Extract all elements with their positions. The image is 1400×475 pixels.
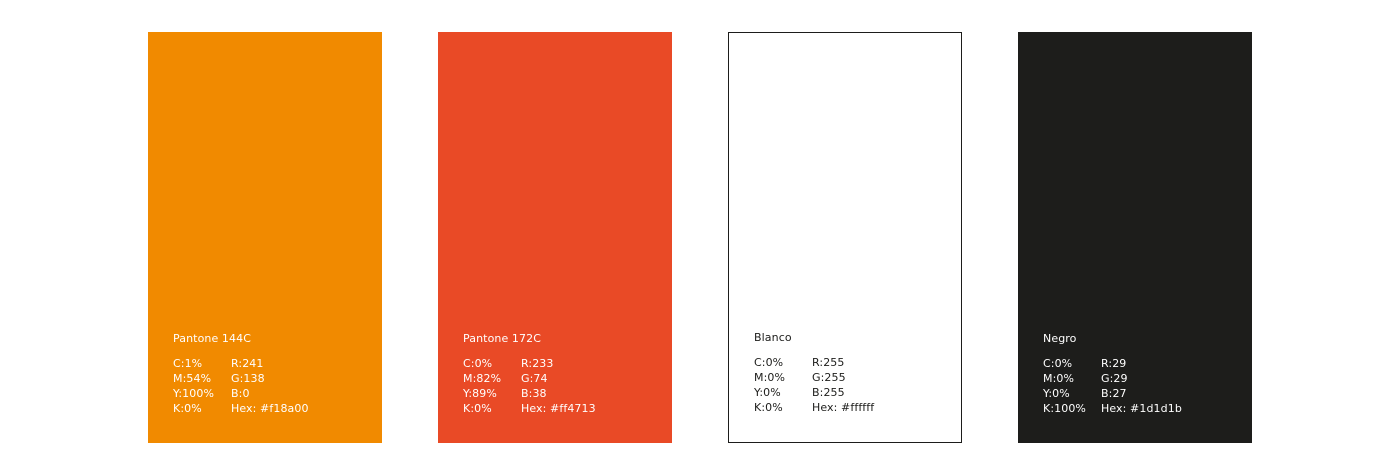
rgb-value: R:241 bbox=[231, 357, 264, 370]
cmyk-value: C:0% bbox=[754, 356, 784, 369]
value-row: M:54% G:138 bbox=[173, 371, 376, 386]
swatch-info: Negro C:0% R:29 M:0% G:29 Y:0% B:27 K:100% H… bbox=[1043, 331, 1246, 416]
value-row: Y:0% B:27 bbox=[1043, 386, 1246, 401]
value-row: C:0% R:255 bbox=[754, 355, 955, 370]
cmyk-value: K:0% bbox=[173, 402, 202, 415]
rgb-value: G:138 bbox=[231, 372, 265, 385]
swatch-name: Negro bbox=[1043, 332, 1077, 345]
color-swatch-pantone-144c: Pantone 144C C:1% R:241 M:54% G:138 Y:100%… bbox=[148, 32, 382, 443]
swatch-info: Pantone 144C C:1% R:241 M:54% G:138 Y:100%… bbox=[173, 331, 376, 416]
swatch-info: Blanco C:0% R:255 M:0% G:255 Y:0% B:255 K:0… bbox=[754, 330, 955, 415]
value-row: K:0% Hex: #ffffff bbox=[754, 400, 955, 415]
swatch-name: Blanco bbox=[754, 331, 792, 344]
value-row: Y:0% B:255 bbox=[754, 385, 955, 400]
value-row: K:100% Hex: #1d1d1b bbox=[1043, 401, 1246, 416]
rgb-value: G:74 bbox=[521, 372, 548, 385]
swatch-name: Pantone 172C bbox=[463, 332, 542, 345]
swatch-info: Pantone 172C C:0% R:233 M:82% G:74 Y:89% B:… bbox=[463, 331, 666, 416]
cmyk-value: M:0% bbox=[754, 371, 786, 384]
value-row: Y:89% B:38 bbox=[463, 386, 666, 401]
rgb-value: B:27 bbox=[1101, 387, 1127, 400]
swatch-name: Pantone 144C bbox=[173, 332, 252, 345]
value-row: C:0% R:233 bbox=[463, 356, 666, 371]
cmyk-value: C:0% bbox=[463, 357, 493, 370]
cmyk-value: M:82% bbox=[463, 372, 502, 385]
value-row: C:0% R:29 bbox=[1043, 356, 1246, 371]
rgb-value: R:29 bbox=[1101, 357, 1127, 370]
cmyk-value: M:54% bbox=[173, 372, 212, 385]
color-swatch-blanco: Blanco C:0% R:255 M:0% G:255 Y:0% B:255 K:0… bbox=[728, 32, 962, 443]
rgb-value: B:0 bbox=[231, 387, 250, 400]
value-row: M:0% G:255 bbox=[754, 370, 955, 385]
rgb-value: G:255 bbox=[812, 371, 846, 384]
hex-value: Hex: #1d1d1b bbox=[1101, 402, 1182, 415]
cmyk-value: K:100% bbox=[1043, 402, 1086, 415]
rgb-value: G:29 bbox=[1101, 372, 1128, 385]
cmyk-value: Y:0% bbox=[1043, 387, 1070, 400]
cmyk-value: Y:100% bbox=[173, 387, 215, 400]
value-row: K:0% Hex: #ff4713 bbox=[463, 401, 666, 416]
hex-value: Hex: #ff4713 bbox=[521, 402, 596, 415]
cmyk-value: Y:0% bbox=[754, 386, 781, 399]
rgb-value: R:255 bbox=[812, 356, 845, 369]
cmyk-value: Y:89% bbox=[463, 387, 497, 400]
color-swatch-negro: Negro C:0% R:29 M:0% G:29 Y:0% B:27 K:100% H… bbox=[1018, 32, 1252, 443]
hex-value: Hex: #ffffff bbox=[812, 401, 875, 414]
value-row: K:0% Hex: #f18a00 bbox=[173, 401, 376, 416]
rgb-value: R:233 bbox=[521, 357, 554, 370]
color-swatch-pantone-172c: Pantone 172C C:0% R:233 M:82% G:74 Y:89% B:… bbox=[438, 32, 672, 443]
value-row: Y:100% B:0 bbox=[173, 386, 376, 401]
cmyk-value: M:0% bbox=[1043, 372, 1075, 385]
cmyk-value: K:0% bbox=[463, 402, 492, 415]
value-row: C:1% R:241 bbox=[173, 356, 376, 371]
hex-value: Hex: #f18a00 bbox=[231, 402, 309, 415]
rgb-value: B:255 bbox=[812, 386, 845, 399]
cmyk-value: C:0% bbox=[1043, 357, 1073, 370]
cmyk-value: C:1% bbox=[173, 357, 203, 370]
value-row: M:82% G:74 bbox=[463, 371, 666, 386]
cmyk-value: K:0% bbox=[754, 401, 783, 414]
value-row: M:0% G:29 bbox=[1043, 371, 1246, 386]
rgb-value: B:38 bbox=[521, 387, 547, 400]
